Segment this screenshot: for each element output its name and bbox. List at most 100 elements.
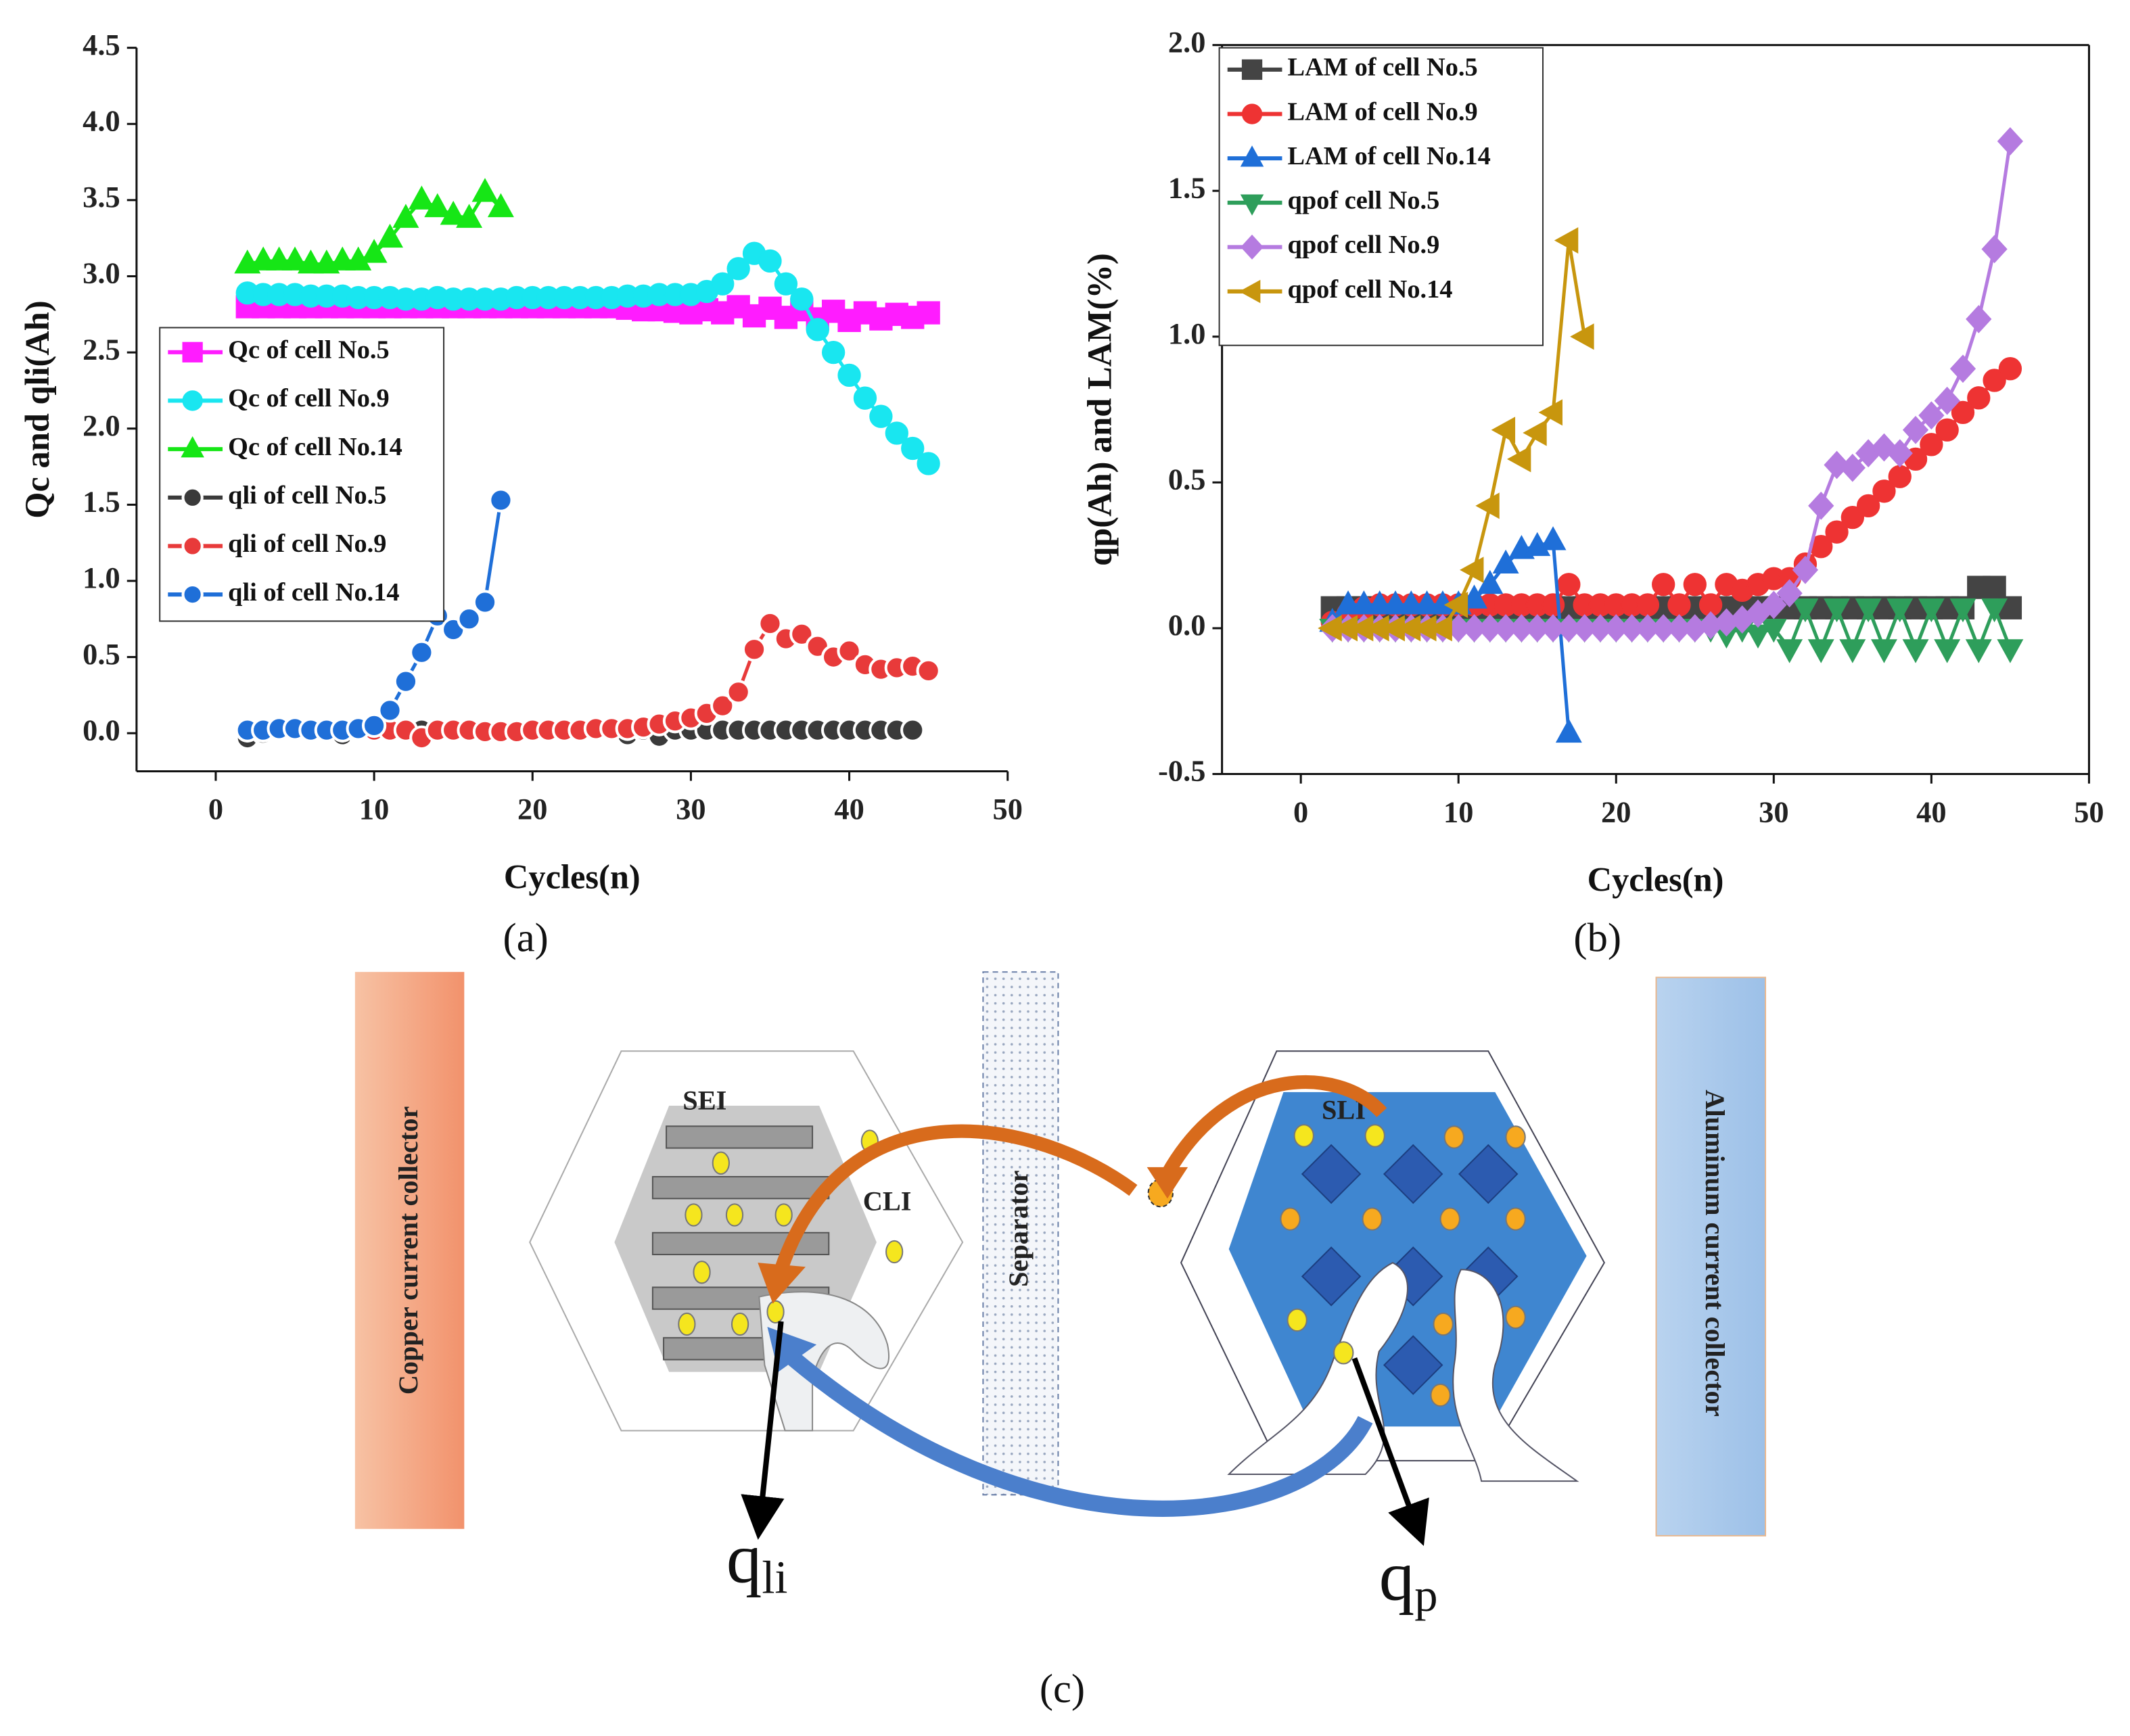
- orange-arrow: [774, 1124, 1138, 1272]
- orange-arrow-small: [1161, 1075, 1387, 1177]
- legend-label: Qc of cell No.5: [228, 336, 390, 365]
- marker: [377, 223, 403, 248]
- marker: [758, 249, 782, 273]
- x-tick-label: 40: [834, 792, 864, 826]
- marker: [409, 640, 434, 665]
- marker: [440, 200, 467, 225]
- marker: [1839, 453, 1866, 482]
- marker: [408, 185, 435, 210]
- marker: [1981, 235, 2008, 264]
- marker: [1983, 576, 2006, 599]
- legend-label: LAM of cell No.14: [1288, 142, 1491, 170]
- diagram: Copper current collector Separator Alumi…: [354, 971, 1767, 1712]
- marker: [1965, 639, 1992, 663]
- y-axis-title: Qc and qli(Ah): [18, 300, 56, 518]
- marker: [361, 713, 387, 738]
- qp-label: qp: [1379, 1536, 1438, 1621]
- y-tick-label: 0.0: [83, 713, 120, 747]
- legend-label: Qc of cell No.9: [228, 384, 390, 413]
- marker: [1981, 598, 2008, 623]
- marker: [361, 239, 388, 263]
- marker: [1855, 598, 1882, 623]
- legend-label: qpof cell No.9: [1288, 231, 1440, 259]
- legend-label: qli of cell No.5: [228, 482, 386, 510]
- marker: [1918, 598, 1945, 623]
- marker: [181, 486, 204, 509]
- marker: [1538, 399, 1562, 426]
- anode-hexagon: [529, 1050, 964, 1432]
- marker: [1477, 569, 1504, 594]
- marker: [1760, 619, 1787, 643]
- marker: [1886, 598, 1914, 623]
- marker: [711, 272, 735, 296]
- sei-label: SEI: [682, 1085, 726, 1115]
- marker: [1652, 573, 1675, 596]
- y-tick-label: 2.5: [83, 332, 120, 366]
- y-tick-label: 0.5: [83, 637, 120, 671]
- crack-right: [1452, 1269, 1579, 1482]
- copper-label: Copper current collector: [393, 1106, 423, 1395]
- marker: [1506, 446, 1531, 473]
- marker: [869, 404, 893, 428]
- marker: [1523, 419, 1547, 446]
- marker: [726, 257, 750, 281]
- marker: [1902, 639, 1929, 663]
- marker: [917, 301, 940, 325]
- x-axis-title: Cycles(n): [504, 858, 641, 896]
- marker: [1238, 279, 1261, 304]
- marker: [182, 390, 203, 411]
- legend-label: qpof cell No.14: [1288, 275, 1453, 304]
- marker: [393, 669, 419, 694]
- qli-base: q: [726, 1518, 762, 1597]
- separator: [982, 971, 1059, 1496]
- legend-label: qpof cell No.5: [1288, 187, 1440, 215]
- marker: [1792, 555, 1819, 584]
- y-tick-label: 3.0: [83, 256, 120, 290]
- marker: [1636, 593, 1660, 617]
- marker: [1683, 573, 1707, 596]
- marker: [1920, 433, 1943, 456]
- y-tick-label: 2.0: [83, 408, 120, 442]
- marker: [250, 246, 277, 271]
- y-tick-label: 2.0: [1168, 25, 1206, 59]
- aluminum-collector: [1655, 977, 1767, 1536]
- marker: [885, 421, 908, 445]
- marker: [916, 658, 941, 684]
- marker: [806, 318, 829, 342]
- panel-label: (b): [1573, 916, 1621, 961]
- marker: [1428, 615, 1452, 642]
- marker: [1541, 593, 1565, 617]
- marker: [789, 621, 814, 647]
- marker: [1491, 417, 1516, 444]
- marker: [456, 204, 483, 228]
- y-tick-label: 0.5: [1168, 463, 1206, 496]
- marker: [181, 436, 204, 458]
- orange-head-small: [1147, 1167, 1188, 1199]
- y-tick-label: 1.5: [1168, 170, 1206, 204]
- crack: [758, 1291, 889, 1432]
- aluminum-label: Aluminum current collector: [1700, 1089, 1730, 1417]
- copper-collector: [354, 972, 465, 1529]
- blue-arrow: [779, 1345, 1373, 1517]
- qli-arrow: [741, 1321, 785, 1540]
- qli-label: qli: [726, 1518, 788, 1603]
- marker: [1554, 227, 1579, 254]
- marker: [266, 246, 293, 271]
- marker: [1997, 127, 2024, 156]
- marker: [1776, 579, 1803, 608]
- marker: [853, 386, 877, 410]
- y-tick-label: 0.0: [1168, 608, 1206, 642]
- marker: [1475, 492, 1500, 519]
- chart: 0 10 20 30 40 50 0.0 0.5 1.0 1.5 2.0 2.5 3.0 3.5 4.0 4.…: [18, 28, 1023, 961]
- marker: [1888, 465, 1912, 488]
- legend-label: qli of cell No.9: [228, 530, 386, 558]
- marker: [741, 637, 767, 662]
- qli-sub: li: [762, 1551, 787, 1603]
- cli-label: CLI: [863, 1186, 912, 1217]
- x-tick-label: 20: [1601, 795, 1631, 828]
- marker: [329, 246, 356, 271]
- marker: [1461, 584, 1487, 609]
- y-tick-label: 3.5: [83, 180, 120, 214]
